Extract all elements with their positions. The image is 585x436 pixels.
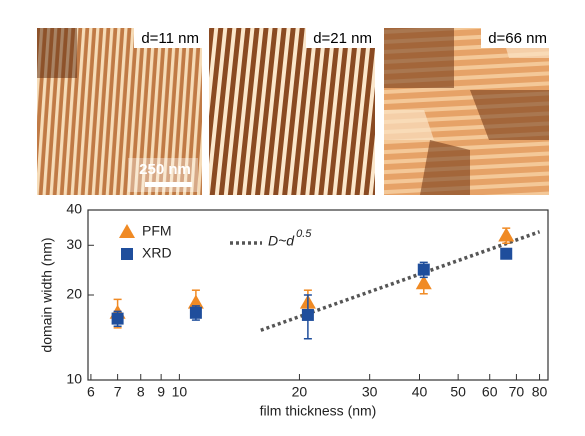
point: [111, 312, 124, 325]
legend-label: PFM: [142, 223, 172, 239]
scale-bar: [145, 182, 192, 187]
x-axis-label: film thickness (nm): [260, 403, 377, 419]
image-shade: [384, 28, 549, 195]
afm-images: d=11 nm d=21 nm d=66 nm 250 nm: [37, 28, 549, 195]
x-tick-label: 10: [172, 384, 188, 400]
point: [417, 263, 430, 276]
fit-exponent: 0.5: [296, 228, 312, 240]
chart: 6 7 8 9 10 20 30 40 50 60 70 80 10 20 30 40 film thickne…: [39, 201, 549, 419]
x-tick-label: 60: [482, 384, 498, 400]
legend-marker: [121, 248, 133, 260]
y-tick-label: 20: [66, 286, 82, 302]
label-bg: [134, 28, 202, 48]
y-tick-label: 30: [66, 236, 82, 252]
scale-bar-label: 250 nm: [139, 161, 191, 178]
label-bg: [306, 28, 375, 48]
point: [415, 275, 432, 290]
x-tick-label: 30: [362, 384, 378, 400]
x-tick-label: 20: [292, 384, 308, 400]
x-tick-label: 80: [532, 384, 548, 400]
point: [189, 306, 202, 319]
x-tick-label: 7: [114, 384, 122, 400]
legend-marker: [119, 224, 135, 238]
y-tick-label: 10: [66, 371, 82, 387]
label-bg: [481, 28, 549, 48]
x-tick-label: 9: [157, 384, 165, 400]
point: [187, 294, 204, 309]
point: [301, 308, 314, 321]
image-label: d=66 nm: [488, 30, 547, 47]
legend-label: XRD: [142, 245, 172, 261]
point: [500, 247, 513, 260]
y-tick-label: 40: [66, 201, 82, 217]
image-label: d=21 nm: [313, 30, 372, 47]
y-axis-label: domain width (nm): [39, 237, 55, 352]
x-tick-label: 6: [87, 384, 95, 400]
image-shade: [37, 28, 77, 78]
x-tick-label: 8: [137, 384, 145, 400]
x-tick-label: 50: [450, 384, 466, 400]
x-tick-label: 70: [509, 384, 525, 400]
x-tick-label: 40: [412, 384, 428, 400]
point: [498, 227, 515, 242]
image-label: d=11 nm: [141, 30, 199, 47]
fit-label: D~d: [268, 233, 295, 249]
image: [209, 28, 375, 195]
